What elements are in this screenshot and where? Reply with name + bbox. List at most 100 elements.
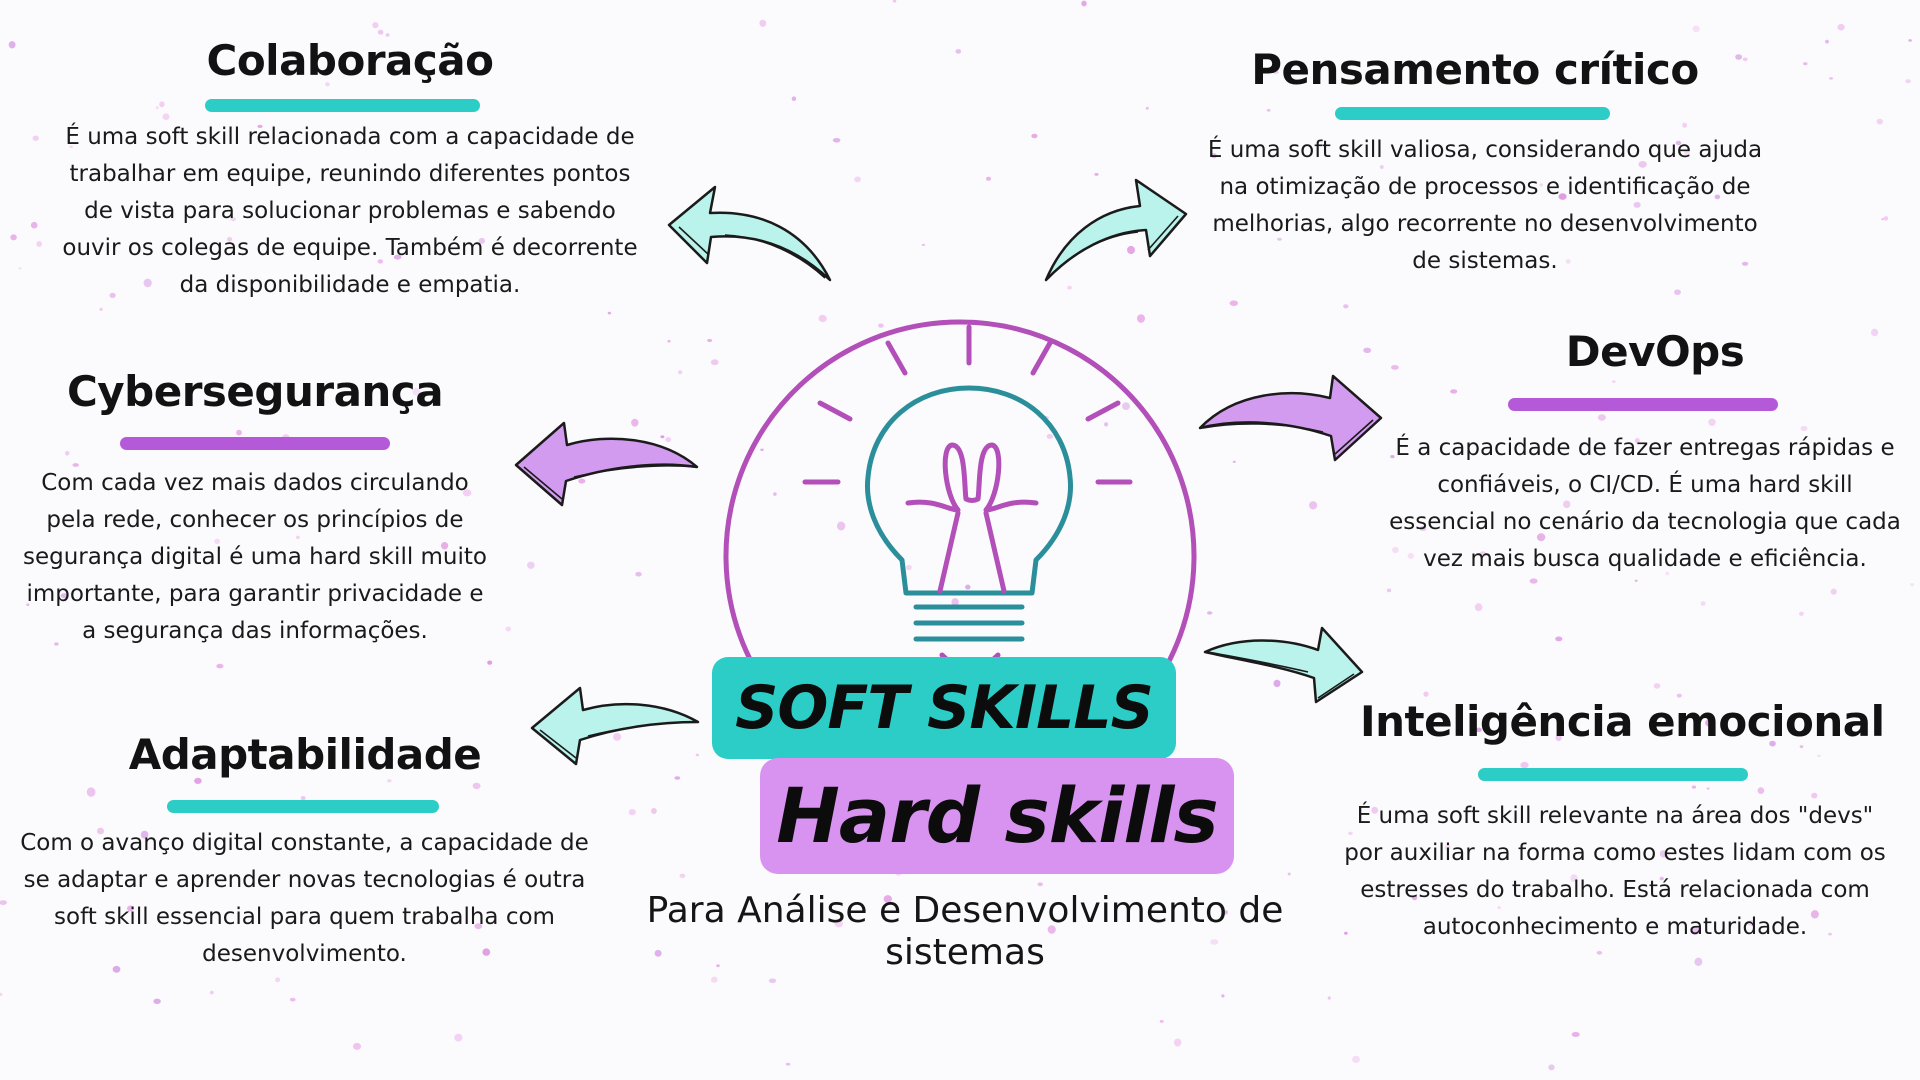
confetti-dot xyxy=(1871,328,1879,337)
confetti-dot xyxy=(1548,1064,1555,1071)
confetti-dot xyxy=(1529,578,1538,584)
arrow-to-colaboracao-icon xyxy=(667,185,832,282)
confetti-dot xyxy=(679,873,686,878)
arrow-to-inteligencia-emocional-icon xyxy=(1203,626,1364,704)
hard-skills-badge: Hard skills xyxy=(760,758,1234,874)
confetti-dot xyxy=(153,998,161,1004)
confetti-dot xyxy=(1571,1032,1580,1037)
confetti-dot xyxy=(674,776,681,780)
confetti-dot xyxy=(711,976,718,983)
confetti-dot xyxy=(209,990,214,995)
confetti-dot xyxy=(505,626,511,632)
subtitle: Para Análise e Desenvolvimento de sistem… xyxy=(646,890,1284,973)
confetti-dot xyxy=(710,359,719,366)
confetti-dot xyxy=(8,41,16,49)
confetti-dot xyxy=(1910,583,1914,587)
inteligencia-emocional-underline xyxy=(1478,768,1748,781)
confetti-dot xyxy=(1708,418,1716,426)
confetti-dot xyxy=(36,241,42,247)
confetti-dot xyxy=(1391,365,1399,370)
confetti-dot xyxy=(30,221,38,229)
confetti-dot xyxy=(1596,950,1603,955)
confetti-dot xyxy=(0,992,3,996)
confetti-dot xyxy=(289,997,296,1002)
confetti-dot xyxy=(635,571,642,577)
confetti-dot xyxy=(607,311,612,315)
confetti-dot xyxy=(667,339,671,343)
confetti-dot xyxy=(99,307,103,311)
confetti-dot xyxy=(1876,118,1884,125)
devops-text: É a capacidade de fazer entregas rápidas… xyxy=(1389,435,1901,572)
confetti-dot xyxy=(1037,882,1043,887)
confetti-dot xyxy=(387,779,392,783)
colaboracao-underline xyxy=(205,99,480,112)
confetti-dot xyxy=(1221,994,1225,998)
confetti-dot xyxy=(0,900,7,905)
confetti-dot xyxy=(1612,380,1616,383)
adaptabilidade-title: Adaptabilidade xyxy=(128,730,482,779)
confetti-dot xyxy=(1825,39,1829,44)
confetti-dot xyxy=(1682,122,1687,128)
confetti-dot xyxy=(1735,54,1742,60)
lightbulb-icon xyxy=(723,319,1197,673)
cyberseguranca-text: Com cada vez mais dados circulando pela … xyxy=(22,470,487,644)
confetti-dot xyxy=(791,96,797,101)
confetti-dot xyxy=(707,338,713,343)
arrow-to-devops-icon xyxy=(1198,374,1383,462)
confetti-dot xyxy=(1343,304,1349,309)
confetti-dot xyxy=(1159,1020,1164,1023)
confetti-dot xyxy=(65,451,70,456)
confetti-dot xyxy=(377,29,384,35)
pensamento-critico-underline xyxy=(1335,107,1610,120)
arrow-to-adaptabilidade-icon xyxy=(530,686,700,766)
confetti-dot xyxy=(1829,77,1834,80)
colaboracao-title: Colaboração xyxy=(206,36,494,85)
confetti-dot xyxy=(1653,683,1661,689)
confetti-dot xyxy=(1799,611,1804,616)
confetti-dot xyxy=(1706,787,1710,790)
confetti-dot xyxy=(472,782,481,790)
confetti-dot xyxy=(921,243,926,246)
confetti-dot xyxy=(1692,25,1700,33)
confetti-dot xyxy=(372,22,379,29)
confetti-dot xyxy=(1634,579,1638,582)
adaptabilidade-text: Com o avanço digital constante, a capaci… xyxy=(20,830,589,967)
confetti-dot xyxy=(759,19,767,27)
confetti-dot xyxy=(832,138,841,143)
confetti-dot xyxy=(155,106,159,110)
soft-skills-badge: SOFT SKILLS xyxy=(712,657,1176,759)
confetti-dot xyxy=(10,234,17,241)
confetti-dot xyxy=(1837,23,1845,31)
confetti-dot xyxy=(985,176,992,181)
confetti-dot xyxy=(18,267,22,270)
confetti-dot xyxy=(1352,1055,1360,1063)
confetti-dot xyxy=(1742,57,1748,62)
confetti-dot xyxy=(1081,0,1087,7)
confetti-dot xyxy=(1174,1038,1182,1047)
confetti-dot xyxy=(1229,300,1239,307)
devops-underline xyxy=(1508,398,1778,411)
cyberseguranca-underline xyxy=(120,437,390,450)
confetti-dot xyxy=(1287,872,1291,876)
confetti-dot xyxy=(1694,957,1703,966)
confetti-dot xyxy=(1363,347,1372,353)
confetti-dot xyxy=(854,176,861,183)
confetti-dot xyxy=(487,660,493,665)
confetti-dot xyxy=(1674,289,1681,296)
arrow-to-pensamento-critico-icon xyxy=(1044,178,1188,282)
confetti-dot xyxy=(1830,588,1837,595)
confetti-dot xyxy=(1803,62,1808,66)
confetti-dot xyxy=(1207,611,1213,615)
confetti-dot xyxy=(1266,108,1271,112)
confetti-dot xyxy=(159,101,165,108)
adaptabilidade-underline xyxy=(167,800,439,813)
confetti-dot xyxy=(1327,996,1331,1000)
confetti-dot xyxy=(1423,691,1429,697)
confetti-dot xyxy=(651,808,657,814)
confetti-dot xyxy=(86,787,96,797)
confetti-dot xyxy=(236,429,242,436)
confetti-dot xyxy=(527,561,535,569)
confetti-dot xyxy=(1881,218,1885,221)
confetti-dot xyxy=(353,1042,361,1050)
confetti-dot xyxy=(955,49,962,54)
